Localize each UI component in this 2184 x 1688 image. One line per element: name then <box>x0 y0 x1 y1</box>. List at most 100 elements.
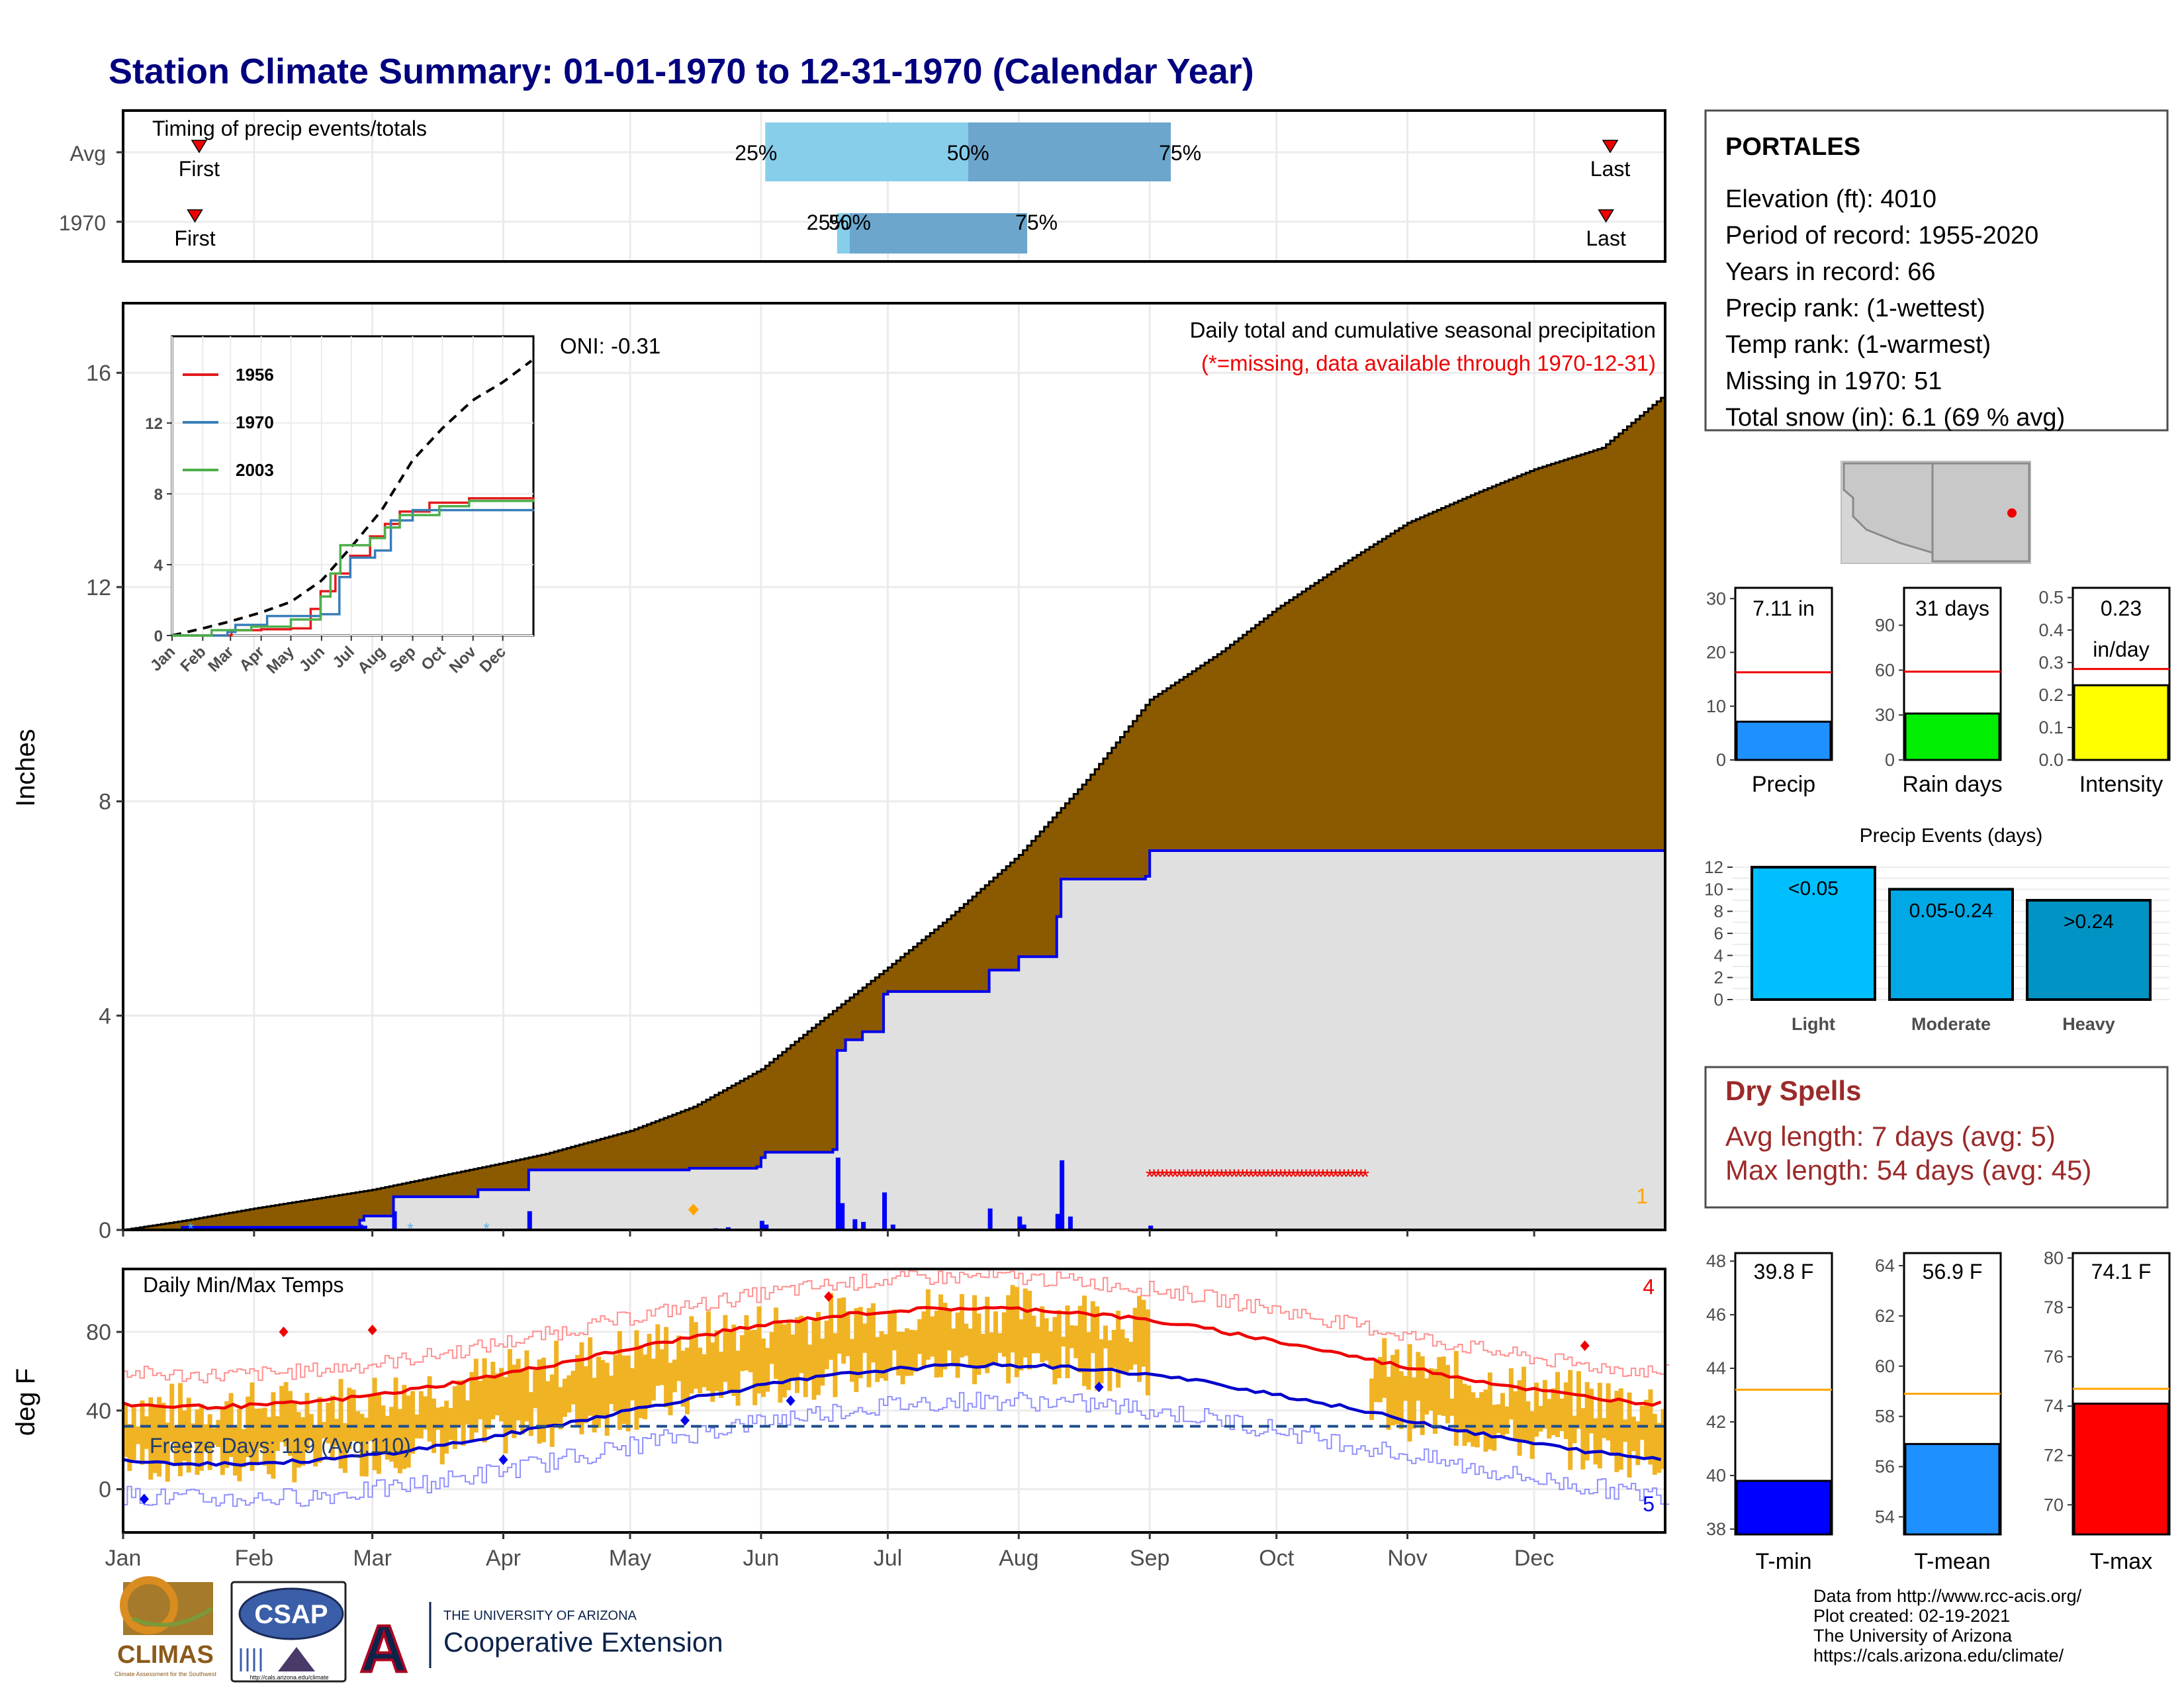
daily-temp-range-bar <box>655 1324 660 1386</box>
daily-temp-range-bar <box>765 1348 770 1392</box>
daily-precip-bar <box>861 1221 866 1230</box>
mini-chart-y-tick-label: 0.0 <box>2038 750 2064 770</box>
timing-q25-label: 25% <box>807 211 849 234</box>
timing-first-label: First <box>179 157 220 181</box>
daily-temp-range-bar <box>372 1378 377 1470</box>
temp-bar-y-tick-label: 80 <box>2044 1248 2064 1268</box>
record-high-marker-icon <box>367 1325 377 1336</box>
daily-precip-bar <box>987 1208 993 1230</box>
mini-chart-value-Rain days: 31 days <box>1915 596 1989 620</box>
daily-temp-range-bar <box>1517 1380 1522 1456</box>
daily-temp-range-bar <box>1644 1399 1649 1458</box>
daily-temp-range-bar <box>760 1338 766 1397</box>
daily-temp-range-bar <box>1116 1311 1121 1388</box>
daily-temp-range-bar <box>330 1395 335 1461</box>
temp-bar-y-tick-label: 54 <box>1875 1507 1895 1526</box>
precip-corner-count: 1 <box>1636 1184 1648 1208</box>
temp-bar-y-tick-label: 70 <box>2044 1495 2064 1515</box>
temp-bar-T-max <box>2073 1402 2169 1536</box>
daily-temp-range-bar <box>279 1385 285 1442</box>
daily-temp-range-bar <box>296 1412 301 1468</box>
daily-temp-range-bar <box>1428 1368 1433 1411</box>
max-record-count: 4 <box>1643 1275 1655 1299</box>
daily-temp-range-bar <box>313 1427 318 1467</box>
daily-temp-range-bar <box>512 1364 517 1438</box>
event-category-Heavy: Heavy <box>2062 1014 2115 1034</box>
precip-panel-title: Daily total and cumulative seasonal prec… <box>1190 318 1656 342</box>
daily-temp-range-bar <box>1631 1417 1636 1452</box>
daily-temp-range-bar <box>1483 1389 1488 1452</box>
daily-temp-range-bar <box>723 1315 728 1382</box>
csap-cloud-icon <box>238 1587 344 1640</box>
ua-logo-small-text: THE UNIVERSITY OF ARIZONA <box>443 1609 637 1623</box>
daily-temp-range-bar <box>913 1330 918 1372</box>
daily-temp-range-bar <box>921 1311 927 1367</box>
timing-q50-label: 50% <box>947 141 989 165</box>
temp-panel-frame <box>122 1268 1666 1534</box>
events-y-tick-label: 2 <box>1714 968 1723 988</box>
daily-temp-range-bar <box>1568 1370 1573 1470</box>
min-record-count: 5 <box>1643 1492 1655 1516</box>
station-snow: Total snow (in): 6.1 (69 % avg) <box>1725 404 2065 432</box>
missing-data-marker: * <box>1255 1165 1263 1189</box>
mini-chart-y-tick-label: 90 <box>1875 616 1895 635</box>
month-axis-label: May <box>609 1546 651 1571</box>
missing-data-marker: * <box>1314 1165 1322 1189</box>
missing-data-marker: * <box>1163 1165 1171 1189</box>
temp-bar-y-tick-label: 44 <box>1706 1358 1726 1378</box>
credit-plot-created: Plot created: 02-19-2021 <box>1813 1606 2010 1626</box>
precip-panel-frame <box>122 302 1666 1231</box>
daily-temp-range-bar <box>588 1337 593 1416</box>
daily-temp-range-bar <box>549 1374 555 1447</box>
daily-temp-range-bar <box>1471 1392 1476 1447</box>
daily-temp-range-bar <box>964 1323 969 1356</box>
daily-temp-range-bar <box>1124 1338 1129 1373</box>
daily-temp-range-bar <box>630 1368 635 1401</box>
daily-temp-range-bar <box>1048 1331 1053 1369</box>
daily-temp-range-bar <box>516 1358 521 1421</box>
daily-temp-range-bar <box>756 1306 762 1393</box>
mini-chart-label-Precip: Precip <box>1752 772 1815 797</box>
precip-y-tick-label: 4 <box>99 1004 111 1029</box>
daily-temp-range-bar <box>1542 1380 1547 1429</box>
daily-temp-range-bar <box>241 1429 246 1468</box>
daily-temp-range-bar <box>887 1311 893 1369</box>
daily-temp-range-bar <box>300 1417 306 1466</box>
station-missing: Missing in 1970: 51 <box>1725 367 1942 395</box>
temp-bar-value-T-mean: 56.9 F <box>1923 1260 1983 1284</box>
daily-temp-range-bar <box>232 1425 238 1476</box>
inset-x-tick-label: Mar <box>205 643 237 675</box>
timing-row-1970-label: 1970 <box>59 211 106 235</box>
daily-precip-bar <box>527 1211 532 1230</box>
daily-temp-range-bar <box>182 1410 187 1461</box>
daily-temp-range-bar <box>1111 1330 1116 1368</box>
month-axis-label: Oct <box>1259 1546 1294 1571</box>
daily-temp-range-bar <box>790 1334 796 1381</box>
daily-temp-range-bar <box>955 1312 960 1378</box>
temp-bar-value-T-min: 39.8 F <box>1754 1260 1814 1284</box>
daily-temp-range-bar <box>634 1330 639 1430</box>
inset-legend-label-1956: 1956 <box>236 365 274 385</box>
temp-y-tick-label: 40 <box>86 1399 111 1424</box>
daily-precip-bar <box>890 1224 895 1230</box>
event-bar-Moderate <box>1888 888 2014 1002</box>
daily-temp-range-bar <box>1635 1421 1641 1466</box>
mini-chart-value-unit-Intensity: in/day <box>2093 637 2149 661</box>
record-high-marker-icon <box>1580 1340 1590 1351</box>
credit-url: https://cals.arizona.edu/climate/ <box>1813 1646 2064 1665</box>
daily-temp-range-bar <box>1576 1371 1581 1429</box>
mini-chart-y-tick-label: 0.1 <box>2038 718 2064 737</box>
observed-cumulative-area <box>123 849 1665 1230</box>
temp-bar-y-tick-label: 38 <box>1706 1519 1726 1539</box>
daily-temp-range-bar <box>439 1406 445 1465</box>
daily-temp-range-bar <box>457 1380 462 1426</box>
missing-data-marker: * <box>1357 1165 1365 1189</box>
daily-temp-range-bar <box>1453 1350 1459 1446</box>
mini-chart-y-tick-label: 10 <box>1706 696 1726 716</box>
daily-temp-range-bar <box>1492 1405 1497 1451</box>
daily-temp-range-bar <box>942 1303 948 1370</box>
temp-bar-y-tick-label: 74 <box>2044 1396 2064 1416</box>
daily-temp-range-bar <box>647 1333 652 1407</box>
daily-temp-range-bar <box>287 1391 293 1456</box>
daily-temp-range-bar <box>1132 1307 1138 1365</box>
